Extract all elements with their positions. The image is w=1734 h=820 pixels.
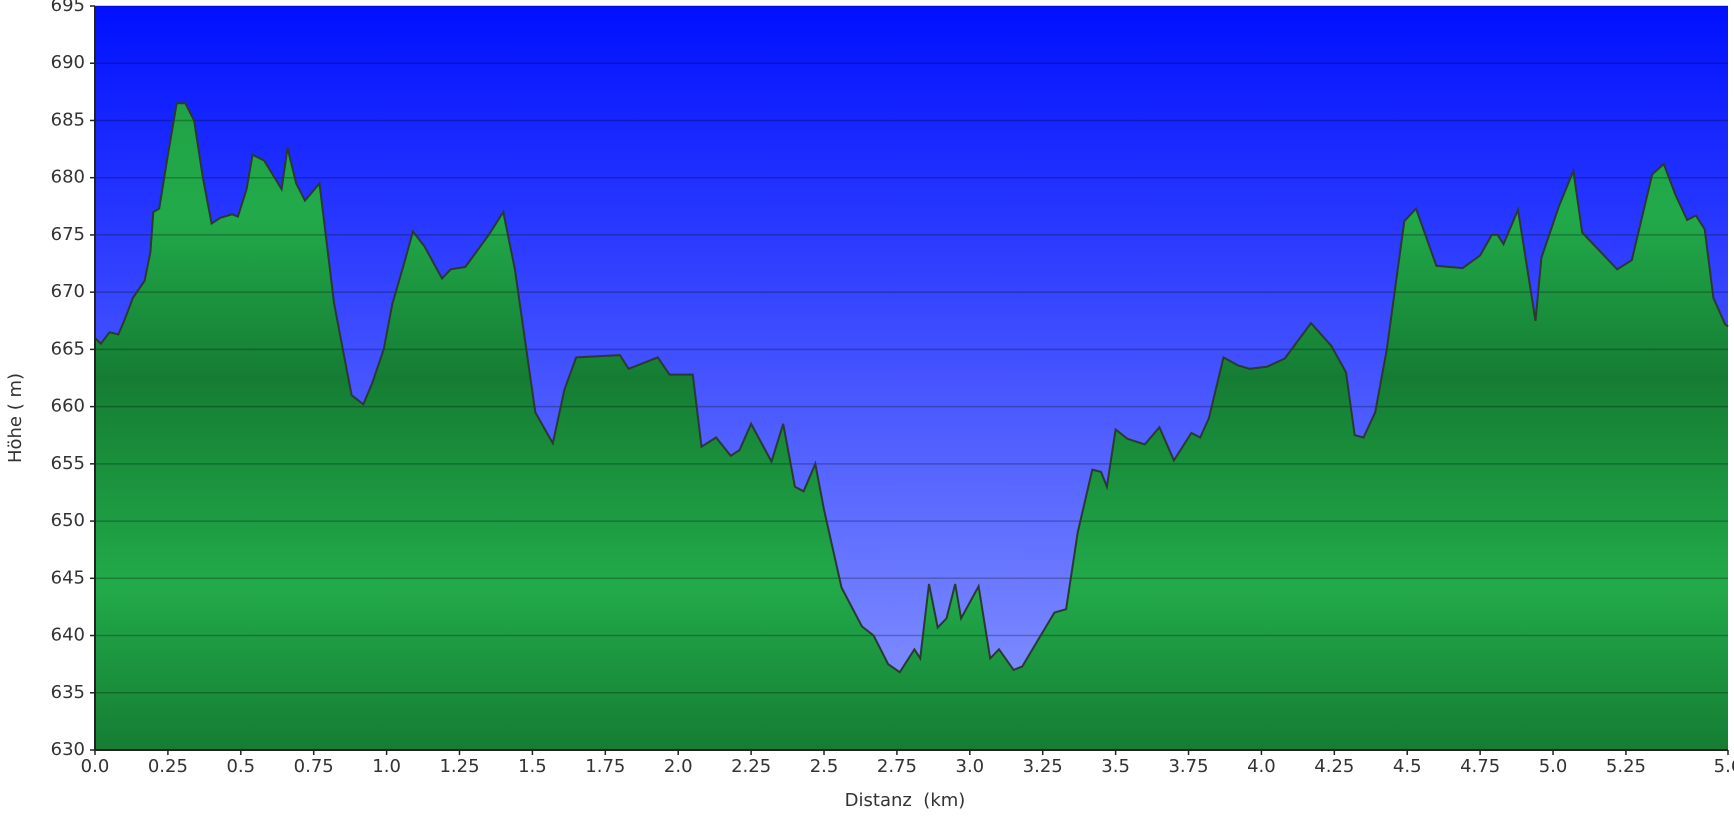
y-tick-label: 665 — [51, 338, 85, 359]
x-tick-label: 5.25 — [1606, 756, 1646, 777]
y-tick-label: 685 — [51, 109, 85, 130]
y-tick-label: 635 — [51, 682, 85, 703]
x-tick-label: 5.0 — [1539, 756, 1568, 777]
x-tick-label: 0.0 — [81, 756, 110, 777]
y-tick-label: 655 — [51, 453, 85, 474]
x-tick-label: 2.25 — [731, 756, 771, 777]
x-tick-label: 1.0 — [372, 756, 401, 777]
x-tick-label: 4.0 — [1247, 756, 1276, 777]
x-tick-label: 3.75 — [1168, 756, 1208, 777]
y-tick-label: 695 — [51, 0, 85, 16]
x-tick-label: 2.5 — [810, 756, 839, 777]
x-tick-label: 0.75 — [294, 756, 334, 777]
x-tick-label: 0.25 — [148, 756, 188, 777]
x-tick-label: 3.0 — [956, 756, 985, 777]
y-tick-label: 675 — [51, 224, 85, 245]
y-axis-title: Höhe ( m) — [5, 373, 26, 463]
x-tick-label: 3.25 — [1023, 756, 1063, 777]
x-tick-label: 5.6 — [1714, 756, 1734, 777]
y-tick-label: 645 — [51, 567, 85, 588]
x-tick-label: 4.25 — [1314, 756, 1354, 777]
x-tick-label: 3.5 — [1101, 756, 1130, 777]
x-tick-label: 1.75 — [585, 756, 625, 777]
y-tick-label: 660 — [51, 396, 85, 417]
y-tick-label: 670 — [51, 281, 85, 302]
y-tick-label: 640 — [51, 625, 85, 646]
x-tick-label: 2.0 — [664, 756, 693, 777]
x-tick-label: 1.5 — [518, 756, 547, 777]
x-tick-label: 0.5 — [226, 756, 255, 777]
x-tick-label: 1.25 — [439, 756, 479, 777]
y-tick-label: 680 — [51, 167, 85, 188]
x-tick-label: 4.75 — [1460, 756, 1500, 777]
y-tick-label: 630 — [51, 739, 85, 760]
x-tick-label: 4.5 — [1393, 756, 1422, 777]
y-tick-label: 650 — [51, 510, 85, 531]
y-tick-label: 690 — [51, 52, 85, 73]
elevation-area — [95, 103, 1728, 751]
x-tick-label: 2.75 — [877, 756, 917, 777]
x-axis-title: Distanz (km) — [845, 790, 966, 811]
elevation-line — [94, 102, 1729, 674]
